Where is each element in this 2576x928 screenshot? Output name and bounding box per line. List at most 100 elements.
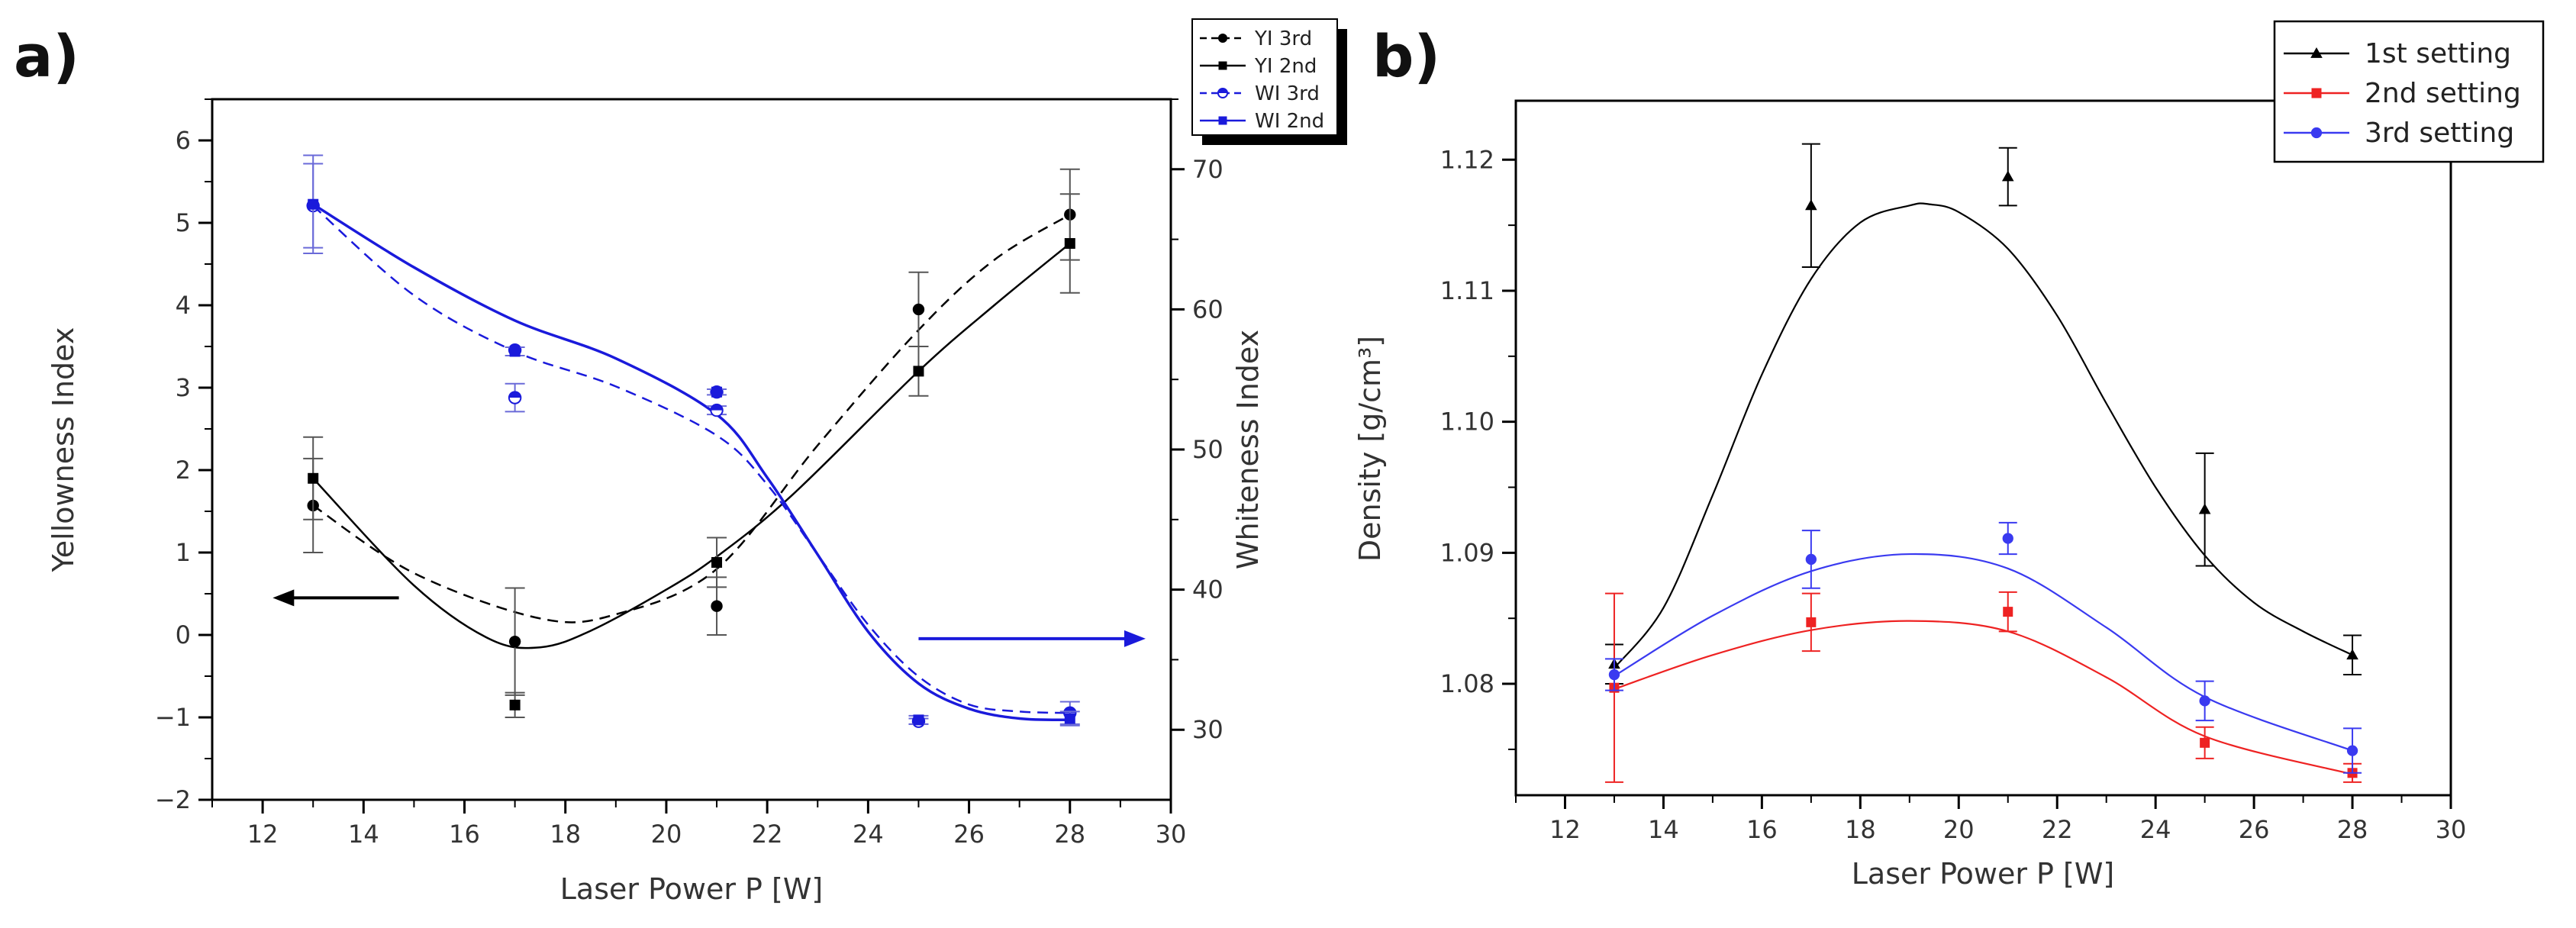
x-tick-label-b: 14 <box>1648 815 1679 844</box>
x-tick-label-b: 30 <box>2436 815 2467 844</box>
x-tick-label-b: 12 <box>1549 815 1581 844</box>
y-tick-label-a: 3 <box>176 373 191 402</box>
data-point-b-0 <box>2346 649 2358 660</box>
y-tick-label-b: 1.12 <box>1440 145 1494 174</box>
fit-line-b-2 <box>1614 553 2353 752</box>
legend-label-a-1: YI 2nd <box>1254 55 1317 78</box>
y-tick-label-b: 1.11 <box>1440 276 1494 305</box>
y-tick-label-a: 1 <box>176 538 191 567</box>
data-point-b-0 <box>2001 170 2014 182</box>
data-point-a-1 <box>1064 238 1075 249</box>
legend-label-b-1: 2nd setting <box>2365 78 2521 109</box>
fit-line-b-0 <box>1614 202 2353 669</box>
x-tick-label-a: 16 <box>449 820 480 849</box>
legend-marker-b-2 <box>2310 127 2323 139</box>
x-tick-label-a: 14 <box>348 820 379 849</box>
chart-a: 12 14 16 18 20 22 24 26 28 30−2−10123456304050607… <box>47 18 1347 906</box>
legend-label-b-0: 1st setting <box>2365 38 2511 69</box>
legend-label-b-2: 3rd setting <box>2365 118 2514 149</box>
legend-label-a-3: WI 2nd <box>1255 110 1324 133</box>
y2-tick-label-a: 60 <box>1192 295 1224 324</box>
legend-marker-a-0 <box>1217 33 1228 44</box>
legend-b: 1st setting 2nd setting 3rd setting <box>2273 20 2545 163</box>
y-tick-label-b: 1.08 <box>1440 669 1494 698</box>
y2-tick-label-a: 40 <box>1192 575 1224 604</box>
fit-line-b-1 <box>1614 620 2353 775</box>
x-tick-label-a: 18 <box>550 820 581 849</box>
data-point-b-1 <box>2200 737 2210 748</box>
legend-marker-a-3 <box>1218 116 1227 125</box>
arrow-head-a-1 <box>1124 630 1146 647</box>
data-point-b-0 <box>2198 503 2211 514</box>
data-point-b-2 <box>2199 695 2210 707</box>
x-tick-label-b: 26 <box>2239 815 2270 844</box>
x-tick-label-b: 20 <box>1943 815 1975 844</box>
y-axis-label-a: Yellowness Index <box>47 327 80 573</box>
legend-marker-a-2-fill <box>1217 88 1228 93</box>
y-tick-label-a: 5 <box>176 208 191 237</box>
x-axis-label-b: Laser Power P [W] <box>1852 857 2115 891</box>
legend-label-a-2: WI 3rd <box>1255 82 1320 105</box>
data-point-a-2-fill <box>508 392 521 398</box>
y2-axis-label-a: Whiteness Index <box>1231 330 1265 569</box>
x-axis-label-a: Laser Power P [W] <box>560 872 824 906</box>
data-point-a-1 <box>308 472 319 484</box>
x-tick-label-a: 30 <box>1156 820 1187 849</box>
data-point-a-3 <box>1064 713 1075 724</box>
x-tick-label-a: 20 <box>651 820 682 849</box>
chart-b: 12 14 16 18 20 22 24 26 28 30 1.08 1.09 1.10 1.11 1.12… <box>1353 20 2545 891</box>
data-point-a-3 <box>913 714 924 726</box>
plot-area-a <box>211 98 1172 801</box>
legend-a: YI 3rd YI 2nd WI 3rd WI 2nd <box>1191 18 1347 145</box>
data-point-a-0 <box>711 600 723 612</box>
data-point-a-3 <box>509 346 521 357</box>
x-tick-label-a: 26 <box>953 820 985 849</box>
legend-marker-b-0 <box>2310 47 2323 58</box>
data-point-a-1 <box>711 556 723 568</box>
y2-tick-label-a: 50 <box>1192 435 1224 464</box>
data-point-a-3 <box>711 386 723 398</box>
fit-line-a-2 <box>312 205 1070 714</box>
x-tick-label-a: 28 <box>1054 820 1085 849</box>
plot-area-b <box>1514 99 2452 797</box>
y-tick-label-a: 2 <box>176 456 191 485</box>
panel-label-b: b) <box>1372 22 1440 90</box>
y-tick-label-b: 1.09 <box>1440 538 1494 567</box>
y-tick-label-a: 6 <box>176 126 191 155</box>
y-tick-label-b: 1.10 <box>1440 408 1494 437</box>
y2-tick-label-a: 70 <box>1192 155 1224 184</box>
y-axis-label-b: Density [g/cm³] <box>1353 336 1387 562</box>
data-point-b-1 <box>2003 607 2013 617</box>
x-tick-label-a: 24 <box>853 820 884 849</box>
data-point-a-1 <box>509 699 521 710</box>
data-point-a-0 <box>912 303 925 316</box>
x-tick-label-b: 24 <box>2140 815 2171 844</box>
x-tick-label-b: 22 <box>2042 815 2073 844</box>
data-point-b-2 <box>2002 533 2013 544</box>
y-tick-label-a: −2 <box>155 785 191 814</box>
x-tick-label-a: 22 <box>752 820 783 849</box>
x-tick-label-b: 18 <box>1845 815 1876 844</box>
data-point-b-2 <box>1608 669 1620 681</box>
arrow-head-a-0 <box>272 589 295 607</box>
data-point-b-0 <box>1805 199 1817 211</box>
data-point-a-2-fill <box>711 404 723 411</box>
x-tick-label-b: 28 <box>2337 815 2368 844</box>
fit-line-a-3 <box>312 203 1070 722</box>
data-point-a-1 <box>913 366 924 377</box>
data-point-b-2 <box>1805 553 1817 566</box>
y2-tick-label-a: 30 <box>1192 715 1224 744</box>
legend-label-a-0: YI 3rd <box>1254 27 1312 50</box>
data-point-a-3 <box>308 198 319 210</box>
fit-line-a-1 <box>312 243 1071 649</box>
legend-marker-b-1 <box>2311 88 2322 98</box>
y-tick-label-a: 0 <box>176 620 191 649</box>
y-tick-label-a: −1 <box>155 703 191 732</box>
data-point-a-0 <box>508 635 521 648</box>
data-point-b-1 <box>1806 617 1817 627</box>
legend-marker-a-1 <box>1218 61 1227 70</box>
data-point-b-2 <box>2346 745 2358 756</box>
y-tick-label-a: 4 <box>176 291 191 320</box>
x-tick-label-b: 16 <box>1746 815 1778 844</box>
